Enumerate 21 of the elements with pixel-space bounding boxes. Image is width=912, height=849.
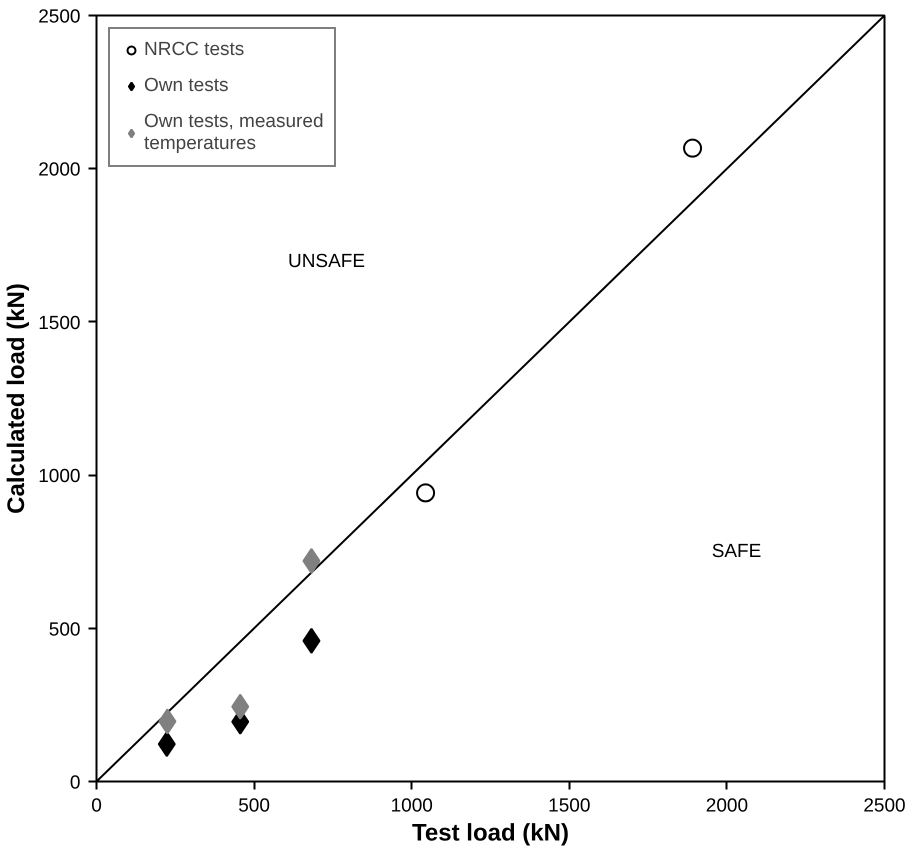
legend-label: Own tests, measured temperatures — [144, 111, 324, 155]
legend-label: Own tests — [144, 75, 228, 97]
x-tick-label: 1500 — [548, 796, 590, 816]
x-tick-label: 2500 — [863, 796, 906, 816]
annotation: SAFE — [712, 541, 762, 562]
annotation: UNSAFE — [288, 251, 366, 272]
y-tick-label: 0 — [70, 772, 81, 794]
y-tick-label: 1000 — [38, 466, 81, 488]
y-axis-title: Calculated load (kN) — [3, 283, 30, 514]
x-axis-title: Test load (kN) — [412, 820, 569, 846]
y-tick-label: 2500 — [38, 6, 81, 28]
point — [683, 138, 702, 158]
y-tick-label: 2000 — [38, 160, 81, 181]
x-tick-label: 1000 — [390, 796, 433, 816]
x-tick-label: 0 — [91, 796, 102, 816]
x-tick-label: 2000 — [706, 796, 748, 816]
y-tick-label: 500 — [48, 619, 80, 640]
legend-label: NRCC tests — [144, 39, 244, 61]
point — [416, 483, 436, 502]
y-tick-label: 1500 — [38, 312, 81, 334]
x-tick-label: 500 — [238, 796, 270, 816]
